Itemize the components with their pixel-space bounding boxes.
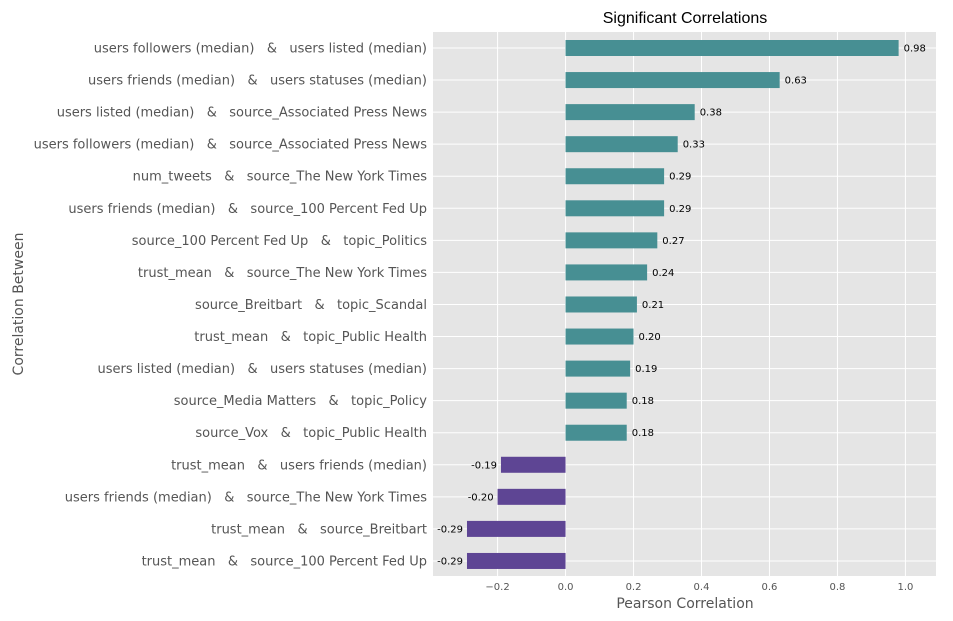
- category-label: source_Media Matters & topic_Policy: [174, 394, 428, 409]
- y-axis-label: Correlation Between: [11, 233, 27, 376]
- x-tick-label: 1.0: [897, 582, 913, 593]
- x-tick-label: 0.2: [626, 582, 642, 593]
- bar-value-label: 0.98: [904, 44, 926, 55]
- category-label: users listed (median) & source_Associate…: [57, 106, 428, 121]
- bar: [565, 168, 665, 185]
- category-label: trust_mean & source_Breitbart: [211, 522, 427, 537]
- value-labels: 0.98 0.63 0.38 0.33 0.29 0.29 0.27 0.24 0.21 0.20…: [437, 44, 926, 568]
- x-tick-label: 0.6: [762, 582, 778, 593]
- bar: [466, 520, 566, 537]
- bar-value-label: 0.29: [669, 172, 691, 183]
- category-label: trust_mean & users friends (median): [171, 458, 427, 473]
- category-label: source_Breitbart & topic_Scandal: [195, 298, 427, 313]
- category-label: users followers (median) & source_Associ…: [34, 138, 428, 153]
- bar: [497, 488, 566, 505]
- category-label: trust_mean & source_The New York Times: [138, 266, 427, 281]
- bar: [565, 424, 627, 441]
- bar-value-label: -0.20: [468, 492, 494, 503]
- bar-value-label: 0.21: [642, 300, 664, 311]
- bar-value-label: 0.29: [669, 204, 691, 215]
- bar: [565, 40, 899, 56]
- bar-value-label: 0.19: [635, 364, 657, 375]
- bar-value-label: 0.24: [652, 268, 674, 279]
- bar: [565, 392, 627, 409]
- bar-value-label: -0.19: [471, 460, 497, 471]
- bar-value-label: 0.27: [662, 236, 684, 247]
- bar: [565, 328, 634, 345]
- x-tick-labels: −0.2 0.0 0.2 0.4 0.6 0.8 1.0: [485, 582, 913, 593]
- x-tick-label: −0.2: [485, 582, 509, 593]
- category-labels: users followers (median) & users listed …: [34, 42, 428, 570]
- bar: [565, 200, 665, 217]
- bar-value-label: -0.29: [437, 524, 463, 535]
- category-label: users friends (median) & users statuses …: [88, 74, 427, 89]
- bar: [565, 360, 631, 377]
- bars: [466, 40, 899, 569]
- x-tick-label: 0.8: [829, 582, 845, 593]
- bar: [565, 72, 780, 89]
- bar: [466, 552, 566, 569]
- category-label: source_Vox & topic_Public Health: [195, 426, 427, 441]
- category-label: users followers (median) & users listed …: [94, 42, 427, 57]
- category-label: users friends (median) & source_100 Perc…: [68, 202, 427, 217]
- bar-value-label: -0.29: [437, 556, 463, 567]
- x-axis-label: Pearson Correlation: [616, 596, 753, 612]
- bar: [565, 264, 648, 281]
- bar-value-label: 0.38: [700, 108, 722, 119]
- x-tick-label: 0.4: [694, 582, 710, 593]
- bar-value-label: 0.18: [632, 396, 654, 407]
- category-label: source_100 Percent Fed Up & topic_Politi…: [132, 234, 427, 249]
- category-label: num_tweets & source_The New York Times: [133, 170, 428, 185]
- bar-value-label: 0.63: [785, 76, 807, 87]
- category-label: users listed (median) & users statuses (…: [97, 362, 427, 377]
- chart-title: Significant Correlations: [603, 10, 768, 27]
- category-label: trust_mean & source_100 Percent Fed Up: [142, 554, 427, 569]
- category-label: users friends (median) & source_The New …: [65, 490, 427, 505]
- bar: [565, 104, 695, 121]
- bar: [565, 296, 637, 313]
- bar: [500, 456, 566, 473]
- bar-value-label: 0.33: [683, 140, 705, 151]
- bar-value-label: 0.20: [639, 332, 661, 343]
- x-tick-label: 0.0: [558, 582, 574, 593]
- bar-value-label: 0.18: [632, 428, 654, 439]
- category-label: trust_mean & topic_Public Health: [194, 330, 427, 345]
- bar: [565, 136, 678, 153]
- bar: [565, 232, 658, 249]
